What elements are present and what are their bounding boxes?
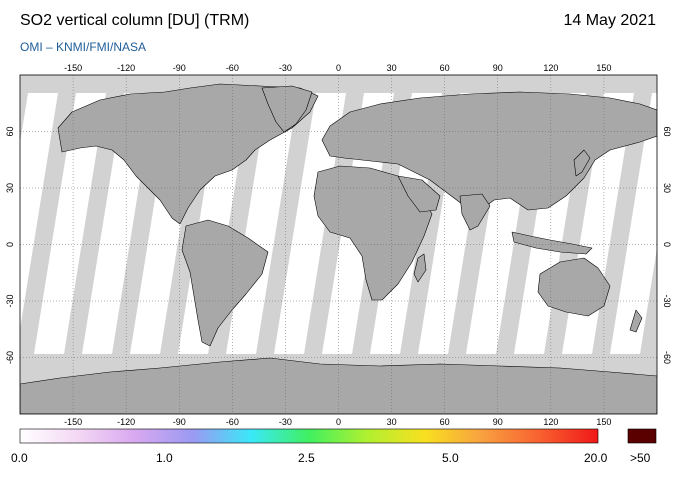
indonesia bbox=[511, 231, 593, 255]
lon-tick-label: 30 bbox=[387, 63, 397, 73]
graticule bbox=[20, 75, 657, 414]
lon-tick-label: 0 bbox=[336, 417, 341, 427]
map-frame bbox=[19, 74, 658, 415]
colorbar-overflow-swatch bbox=[627, 428, 657, 444]
lat-tick-label: -60 bbox=[5, 351, 15, 364]
swath-band bbox=[34, 93, 106, 354]
swath-band bbox=[274, 93, 346, 354]
lat-tick-label: 60 bbox=[662, 126, 672, 136]
lat-tick-label: 30 bbox=[5, 183, 15, 193]
lon-tick-label: -150 bbox=[64, 417, 82, 427]
colorbar bbox=[19, 428, 599, 444]
arabian-peninsula bbox=[397, 175, 441, 213]
lon-tick-label: -30 bbox=[279, 417, 292, 427]
lon-tick-label: -90 bbox=[173, 417, 186, 427]
swath-band bbox=[20, 93, 58, 330]
colorbar-label: 20.0 bbox=[584, 451, 608, 465]
africa bbox=[313, 165, 433, 301]
colorbar-label: 0.0 bbox=[11, 451, 28, 465]
lat-tick-label: 0 bbox=[5, 242, 15, 247]
lon-tick-label: 120 bbox=[543, 417, 558, 427]
data-credit: OMI – KNMI/FMI/NASA bbox=[20, 40, 147, 54]
lon-tick-label: -30 bbox=[279, 63, 292, 73]
map-title: SO2 vertical column [DU] (TRM) bbox=[20, 12, 250, 29]
lon-tick-label: 120 bbox=[543, 63, 558, 73]
swath-band bbox=[610, 93, 657, 354]
lon-tick-label: -90 bbox=[173, 63, 186, 73]
eurasia bbox=[321, 91, 657, 213]
lat-tick-label: -60 bbox=[662, 351, 672, 364]
japan bbox=[573, 149, 591, 177]
new-zealand bbox=[629, 309, 643, 333]
longitude-labels-bottom: -150 -120 -90 -60 -30 0 30 60 90 120 150 bbox=[64, 417, 611, 427]
lon-tick-label: 150 bbox=[596, 417, 611, 427]
map-date: 14 May 2021 bbox=[563, 12, 656, 29]
colorbar-label: 1.0 bbox=[156, 451, 173, 465]
north-america bbox=[57, 83, 319, 225]
lat-tick-label: -30 bbox=[5, 294, 15, 307]
colorbar-overflow-label: >50 bbox=[630, 451, 651, 465]
colorbar-label: 2.5 bbox=[298, 451, 315, 465]
lon-tick-label: 60 bbox=[440, 417, 450, 427]
lon-tick-label: 90 bbox=[493, 63, 503, 73]
colorbar-label: 5.0 bbox=[442, 451, 459, 465]
lat-tick-label: 0 bbox=[662, 242, 672, 247]
latitude-labels-right: 60 30 0 -30 -60 bbox=[662, 126, 672, 364]
lon-tick-label: 90 bbox=[493, 417, 503, 427]
longitude-labels-top: -150 -120 -90 -60 -30 0 30 60 90 120 150 bbox=[64, 63, 611, 73]
lon-tick-label: 60 bbox=[440, 63, 450, 73]
south-america bbox=[181, 219, 269, 347]
lon-tick-label: -60 bbox=[226, 417, 239, 427]
lat-tick-label: 60 bbox=[5, 126, 15, 136]
lat-tick-label: -30 bbox=[662, 294, 672, 307]
lon-tick-label: -120 bbox=[117, 63, 135, 73]
madagascar bbox=[413, 253, 427, 283]
latitude-labels-left: 60 30 0 -30 -60 bbox=[5, 126, 15, 364]
lon-tick-label: -150 bbox=[64, 63, 82, 73]
lat-tick-label: 30 bbox=[662, 183, 672, 193]
india bbox=[459, 193, 491, 231]
lon-tick-label: 150 bbox=[596, 63, 611, 73]
greenland bbox=[261, 85, 313, 133]
lon-tick-label: 30 bbox=[387, 417, 397, 427]
lon-tick-label: -60 bbox=[226, 63, 239, 73]
lon-tick-label: -120 bbox=[117, 417, 135, 427]
lon-tick-label: 0 bbox=[336, 63, 341, 73]
